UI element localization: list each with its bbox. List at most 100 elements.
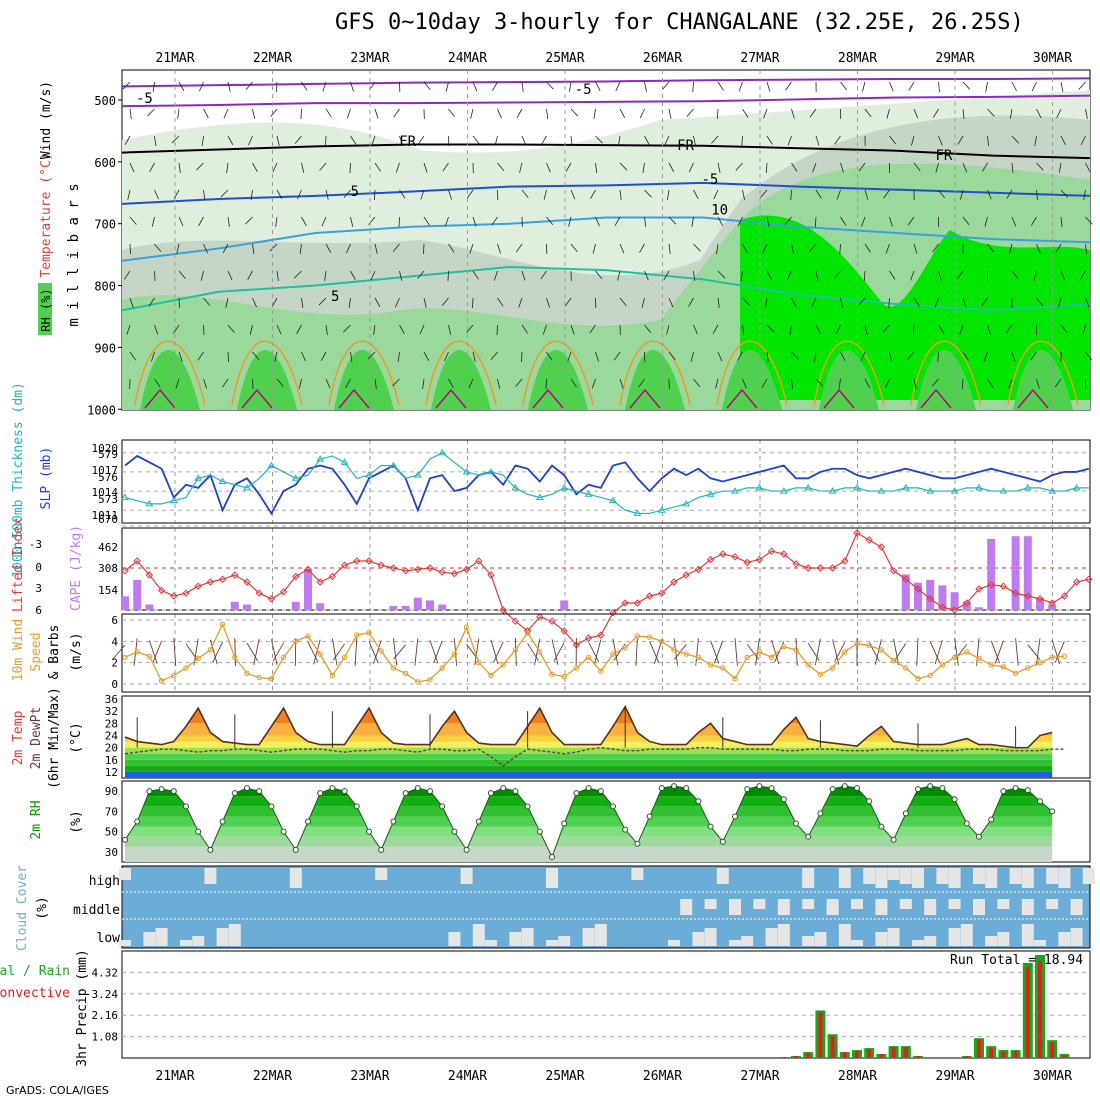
top-x-tick-label: 22MAR bbox=[253, 51, 292, 66]
wind-speed-marker bbox=[268, 675, 275, 682]
wind-barb bbox=[542, 324, 547, 335]
wind-barb bbox=[318, 297, 327, 306]
wind-barb bbox=[276, 324, 282, 335]
isotherm-line bbox=[121, 265, 1091, 312]
precip-convective-label: Convective bbox=[0, 986, 70, 1001]
wind-barb bbox=[614, 216, 621, 226]
cloud-mid-cell bbox=[948, 899, 961, 909]
wind-barb bbox=[638, 378, 645, 388]
lifted-index-marker bbox=[182, 589, 190, 597]
wind-barb bbox=[740, 270, 743, 281]
wind-speed-marker bbox=[890, 657, 897, 664]
lifted-index-marker bbox=[682, 571, 690, 579]
wind-barb bbox=[613, 351, 621, 361]
thickness-marker bbox=[121, 493, 129, 500]
wind-speed-marker bbox=[549, 671, 555, 678]
wind-barb bbox=[227, 216, 230, 227]
cloud-low-cell bbox=[668, 940, 680, 946]
thickness-marker bbox=[1072, 483, 1081, 491]
cloud-high-cell bbox=[289, 868, 302, 888]
cloud-high-cell bbox=[119, 868, 131, 880]
wind-barb bbox=[590, 189, 596, 199]
wind-barb bbox=[516, 108, 523, 118]
y-tick-label: 670 bbox=[98, 513, 118, 526]
cloud-low-cell bbox=[1058, 932, 1071, 946]
rh-band bbox=[125, 786, 1053, 797]
precip-convective-bar bbox=[891, 1047, 896, 1058]
lifted-index-marker bbox=[731, 553, 739, 561]
precip-convective-bar bbox=[1025, 966, 1030, 1058]
rh2m-marker bbox=[512, 788, 519, 795]
wind-barb-10m bbox=[673, 638, 679, 666]
wind-barb bbox=[692, 81, 694, 93]
rh2m-marker bbox=[719, 838, 726, 845]
wind-barb-10m bbox=[148, 640, 158, 664]
lifted-index-marker bbox=[267, 595, 276, 603]
rh2m-marker bbox=[231, 790, 238, 797]
wind-barb-10m bbox=[368, 641, 379, 663]
wind-barb bbox=[173, 189, 180, 199]
wind-barb bbox=[766, 81, 771, 92]
wind10-axis-label: 10m Wind bbox=[11, 619, 26, 682]
wind-barb bbox=[367, 351, 376, 360]
wind-speed-marker bbox=[610, 651, 616, 657]
temp-contour-magenta bbox=[144, 388, 176, 409]
wind-barb bbox=[397, 351, 400, 362]
isotherm-line bbox=[121, 94, 1091, 108]
lifted-index-marker bbox=[170, 592, 178, 600]
wind-speed-marker bbox=[122, 654, 128, 661]
wind-barb bbox=[399, 135, 403, 146]
cloud-low-cell bbox=[155, 928, 168, 946]
wind-barb bbox=[834, 135, 841, 145]
temp-contour-magenta bbox=[241, 388, 273, 409]
contour-label: -5 bbox=[702, 172, 719, 188]
wind-barb bbox=[301, 216, 307, 226]
wind-barb bbox=[717, 81, 724, 91]
lifted-index-marker bbox=[157, 586, 166, 595]
cloud-row-label: low bbox=[97, 931, 121, 946]
rh2m-marker bbox=[780, 796, 787, 803]
precip-convective-bar bbox=[916, 1056, 920, 1058]
wind-barb bbox=[742, 297, 750, 306]
lifted-index-marker bbox=[987, 581, 995, 589]
wind-barb bbox=[644, 81, 647, 92]
top-x-tick-label: 21MAR bbox=[155, 51, 194, 66]
wind-barb bbox=[790, 189, 792, 201]
lifted-index-marker bbox=[780, 550, 788, 558]
cloud-low-cell bbox=[985, 936, 998, 946]
cape-bar bbox=[987, 538, 996, 610]
wind-barb-10m bbox=[551, 639, 559, 665]
y-tick-label: 1014 bbox=[92, 486, 119, 499]
precip-convective-bar bbox=[855, 1051, 859, 1058]
cape-bar bbox=[316, 603, 325, 610]
slp-axis-label: SLP (mb) bbox=[39, 447, 54, 510]
wind-barb bbox=[1080, 135, 1086, 146]
wind-speed-marker bbox=[451, 651, 458, 657]
wind-barb bbox=[252, 297, 257, 308]
y-tick-label: 90 bbox=[105, 785, 118, 798]
wind-speed-marker bbox=[927, 672, 933, 679]
precip-convective-bar bbox=[1013, 1051, 1018, 1058]
wind-barb-10m bbox=[635, 638, 638, 666]
wind-barb bbox=[171, 135, 180, 144]
wind-barb bbox=[398, 216, 400, 228]
rh2m-marker bbox=[756, 783, 763, 790]
wind-barb bbox=[937, 351, 939, 363]
wind-barb bbox=[567, 351, 572, 362]
top-x-tick-label: 28MAR bbox=[838, 51, 877, 66]
lifted-index-marker bbox=[658, 589, 666, 597]
rh2m-marker bbox=[219, 818, 226, 825]
temp-band bbox=[125, 753, 1053, 760]
wind-barb bbox=[472, 135, 480, 145]
wind-barb bbox=[639, 108, 645, 119]
wind-barb bbox=[713, 189, 719, 200]
lifted-index-marker bbox=[828, 564, 837, 572]
temp-contour-orange bbox=[231, 340, 303, 406]
lifted-index-marker bbox=[706, 555, 715, 564]
wind-barb bbox=[742, 108, 749, 118]
wind-barb bbox=[644, 189, 652, 198]
rh2m-marker bbox=[183, 803, 189, 810]
wind-barb-10m bbox=[392, 638, 398, 666]
wind-barb bbox=[294, 270, 302, 279]
wind-barb bbox=[960, 189, 964, 200]
